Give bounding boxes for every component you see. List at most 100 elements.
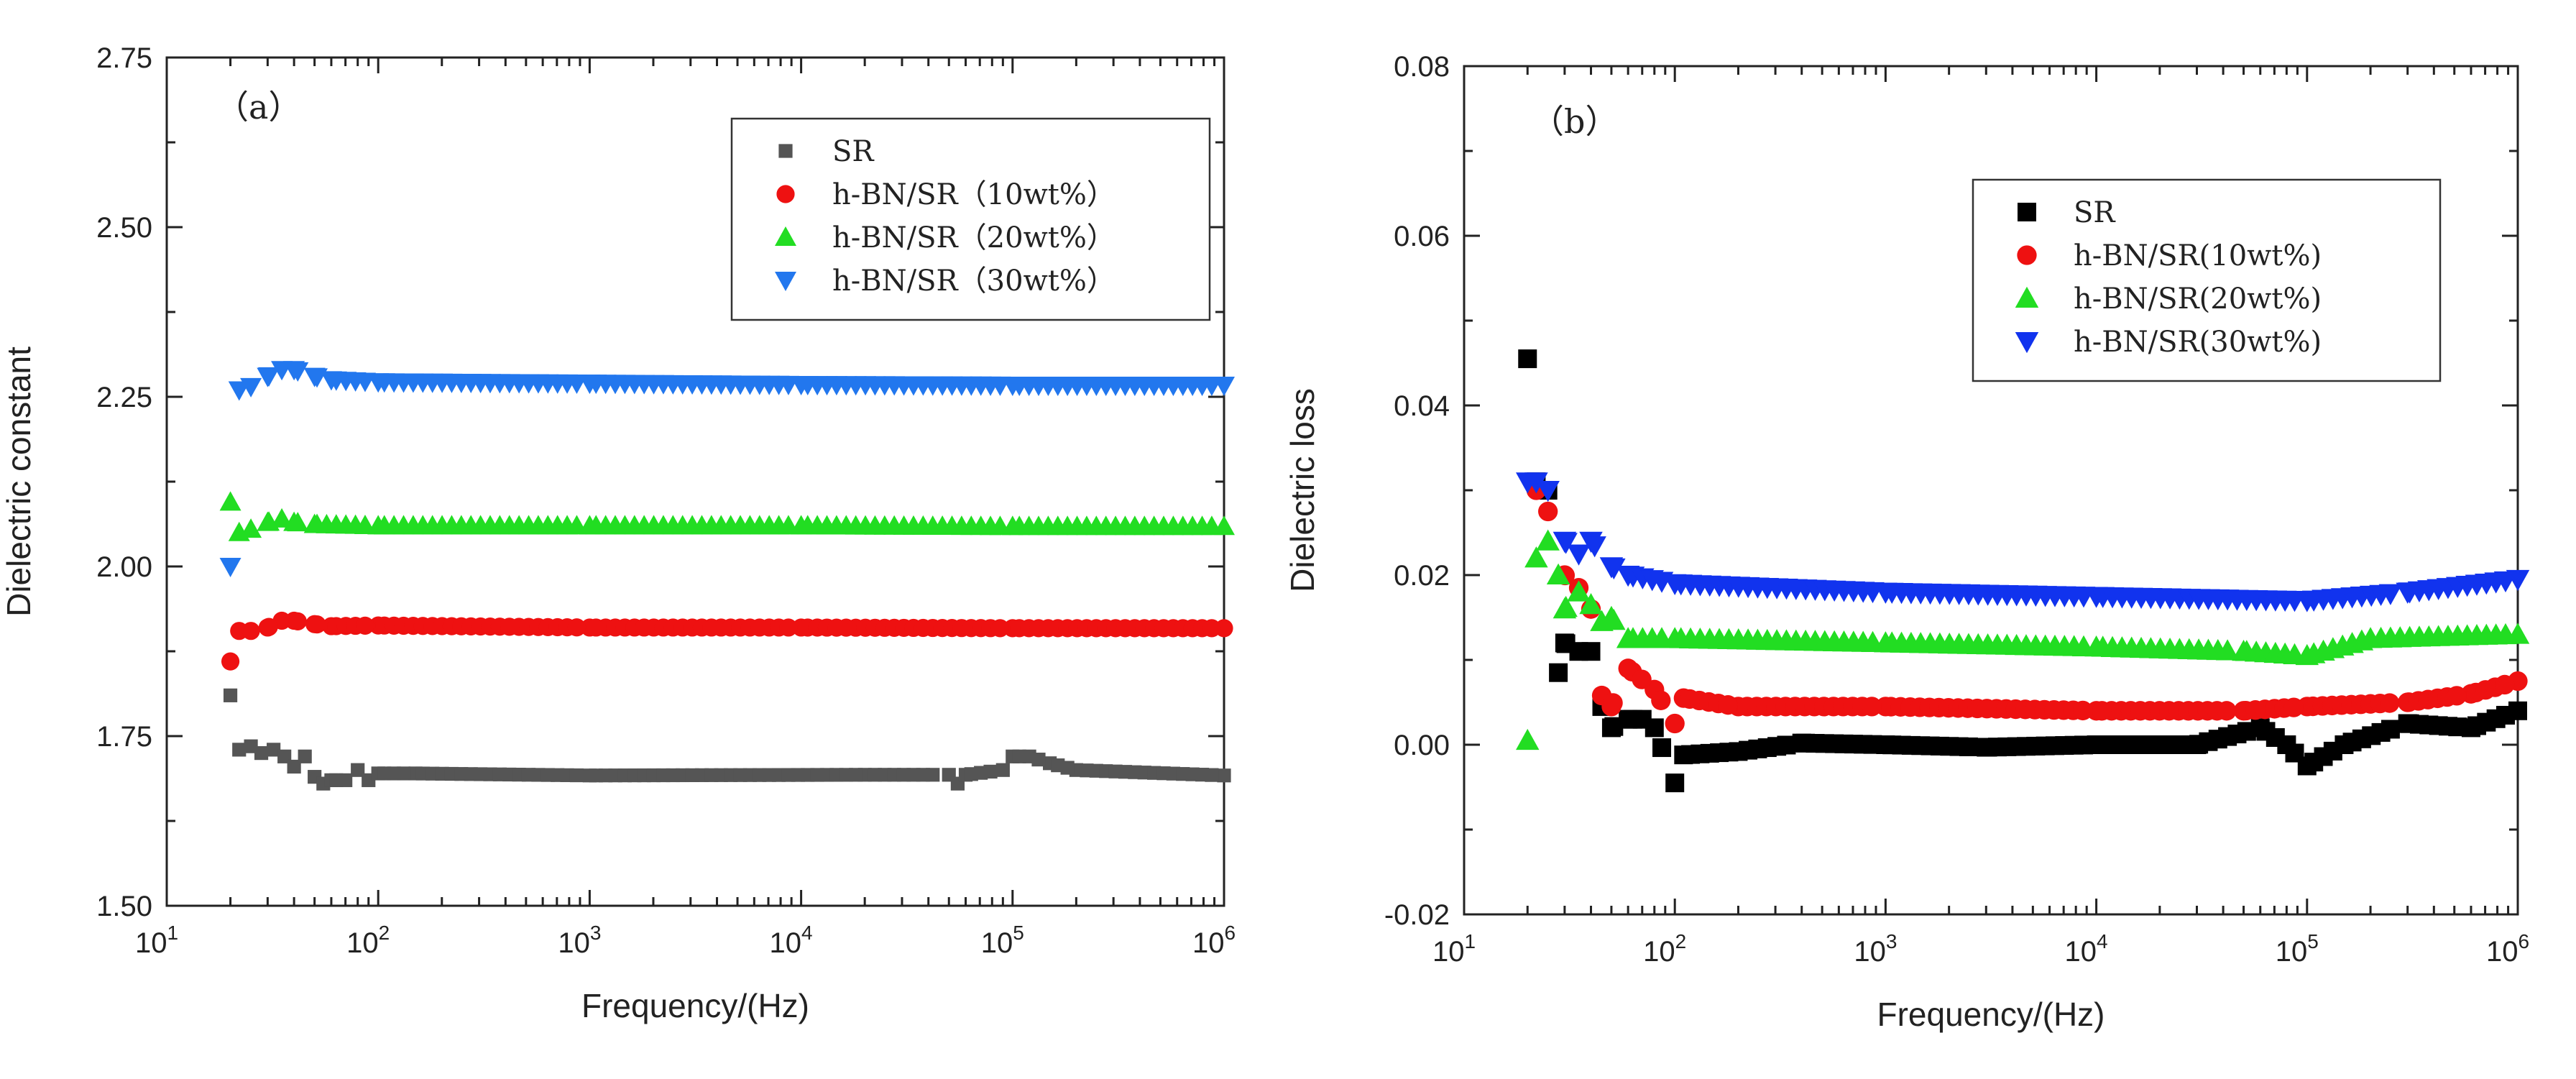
legend-label: h-BN/SR(20wt%) [2074,283,2322,316]
y-tick-label: -0.02 [1384,899,1450,931]
data-point [1863,735,1882,754]
data-point [566,515,588,535]
x-tick-label: 104 [2065,930,2108,968]
legend-box [730,117,1211,321]
data-point [2170,735,2189,754]
data-point [1202,619,1221,638]
data-point [1632,669,1652,689]
data-point [849,768,863,782]
data-point [267,743,281,757]
data-point [1602,558,1626,580]
data-point [1217,768,1231,783]
data-point [2496,705,2516,725]
data-point [232,743,247,757]
legend-item: SR [2018,196,2116,229]
y-axis-title: Dielectric loss [1284,388,1321,592]
data-point [1650,627,1674,648]
data-point [308,615,326,634]
legend-marker [2018,203,2036,221]
legend-label: SR [2074,196,2116,229]
data-point [2323,741,2342,761]
data-point [1665,773,1685,793]
data-point [287,759,301,774]
data-point [1624,710,1643,729]
data-point [567,618,586,637]
data-point [242,622,260,640]
x-tick-label: 101 [135,922,178,959]
x-tick-label: 103 [1854,930,1897,968]
series-4 [1516,472,2530,612]
data-point [1567,580,1591,602]
legend-marker [775,226,796,246]
data-point [1200,376,1223,396]
data-point [777,515,799,535]
data-point [1012,749,1026,763]
legend-item: h-BN/SR（20wt%） [775,221,1116,254]
data-point [1549,663,1568,682]
legend-marker [775,272,796,291]
data-point [1200,515,1223,536]
series-3 [1516,529,2530,750]
data-point [2071,635,2096,656]
legend-marker [778,144,793,158]
data-point [2447,686,2467,706]
legend-label: SR [832,135,875,168]
data-point [329,773,344,787]
data-point [566,375,588,395]
x-tick-label: 106 [2486,930,2529,968]
data-point [989,376,1011,396]
plot-area [1516,349,2530,793]
data-point [254,746,269,761]
legend-item: h-BN/SR(10wt%) [2017,239,2322,272]
data-point [219,491,242,511]
y-tick-label: 2.00 [96,551,152,583]
y-tick-label: 2.25 [96,382,152,413]
data-point [258,367,280,387]
legend-marker [2015,286,2039,308]
data-point [1583,536,1606,558]
data-point [240,518,262,538]
x-tick-label: 105 [981,922,1024,959]
y-tick-label: 0.02 [1394,560,1450,592]
legend-marker [2017,245,2037,265]
data-point [356,616,374,635]
data-point [2493,623,2518,645]
data-point [2448,717,2467,737]
plot-area [219,361,1235,791]
data-point [1650,571,1674,593]
data-point [219,558,242,577]
panel-label: （a） [216,88,301,127]
x-tick-label: 101 [1432,930,1476,968]
data-point [779,618,798,637]
data-point [1516,728,1540,750]
data-point [1031,752,1046,767]
chart-panel-b: 101 102 103 104 105 106 -0.02 0.00 0.02 0.04 0.06 0… [1284,51,2530,1033]
data-point [2283,697,2304,717]
data-point [2380,693,2400,713]
data-point [1777,735,1796,755]
data-point [221,652,240,671]
legend-label: h-BN/SR（10wt%） [832,178,1116,211]
legend-item: h-BN/SR（10wt%） [776,178,1116,211]
data-point [240,377,262,398]
data-point [223,688,238,702]
data-point [2380,720,2400,739]
x-axis-title: Frequency/(Hz) [1877,996,2105,1033]
data-point [288,612,307,630]
legend: SR h-BN/SR(10wt%) h-BN/SR(20wt%) h-BN/SR(30… [1972,178,2442,382]
data-point [2283,643,2306,664]
data-point [228,381,250,401]
data-point [1524,546,1548,568]
data-point [1567,544,1591,566]
data-point [1644,718,1664,738]
data-point [1862,697,1882,717]
y-tick-label: 0.06 [1394,221,1450,252]
series-2 [221,611,1233,671]
y-tick-label: 1.50 [96,891,152,922]
x-tick-label: 104 [770,922,813,959]
data-point [1518,349,1537,369]
x-tick-label: 106 [1192,922,1236,959]
data-point [354,514,376,534]
data-point [777,375,799,395]
